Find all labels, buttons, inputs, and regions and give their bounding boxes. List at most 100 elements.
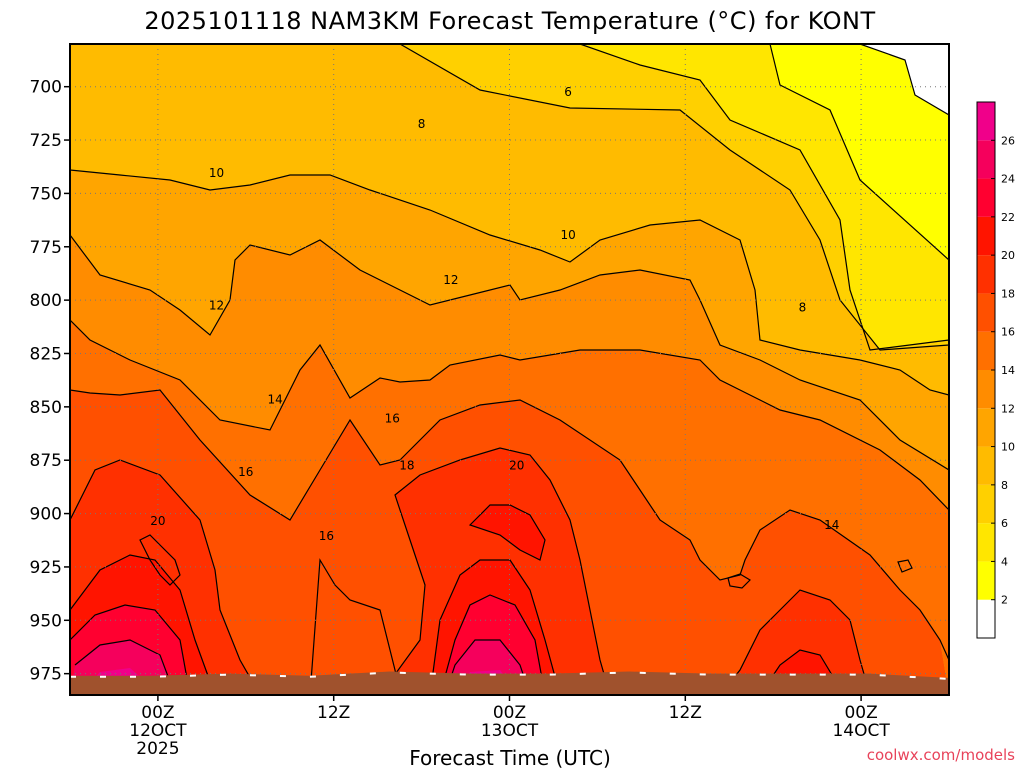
contour-14 [70,319,949,511]
contour-22-mid [439,594,546,695]
x-axis-label: Forecast Time (UTC) [409,746,611,768]
contour-lines [70,44,949,695]
colorbar-label: 16 [1001,326,1015,339]
y-axis: 700 725 750 775 800 825 850 875 900 925 950 975 [30,78,70,685]
contour-18-right [719,589,871,695]
colorbar-label: 8 [1001,479,1008,492]
contour-2 [859,44,949,116]
credit-link[interactable]: coolwx.com/models [867,746,1015,764]
colorbar-segment [977,523,995,562]
colorbar-segment [977,331,995,370]
contour-20-mid [429,559,561,695]
colorbar-segment [977,561,995,600]
contour-label: 6 [564,85,572,99]
colorbar-label: 14 [1001,364,1015,377]
x-tick-label: 14OCT [832,721,890,741]
contour-label: 8 [799,301,807,315]
y-tick-label: 975 [30,665,62,685]
contour-label: 20 [509,458,524,472]
terrain [70,671,949,695]
band-14-16 [70,320,949,695]
colorbar-segment [977,446,995,485]
chart-title: 2025101118 NAM3KM Forecast Temperature (… [144,7,875,35]
colorbar-segment [977,408,995,447]
contour-label: 12 [209,298,224,312]
colorbar-segment [977,370,995,409]
contour-8 [399,44,949,351]
colorbar-segment [977,178,995,217]
y-tick-label: 725 [30,131,62,151]
contour-small-ring-2 [897,559,913,573]
y-tick-label: 700 [30,78,62,98]
y-tick-label: 875 [30,451,62,471]
contour-6 [70,44,949,351]
colorbar-label: 10 [1001,441,1015,454]
colorbar-segment [977,599,995,638]
y-tick-label: 750 [30,184,62,204]
colorbar-segment [977,484,995,524]
colorbar-label: 2 [1001,594,1008,607]
y-tick-label: 925 [30,558,62,578]
contour-18-left [70,459,261,695]
contour-4 [769,44,949,261]
contour-label: 18 [399,458,414,472]
band-8-10 [70,44,949,695]
band-10-12 [70,170,949,695]
x-tick-label: 12Z [669,703,702,723]
contour-label: 10 [209,166,224,180]
y-tick-label: 900 [30,505,62,525]
contour-labels: 6 8 8 10 10 12 12 14 14 16 16 16 18 20 20 [150,85,839,543]
contour-label: 16 [238,465,253,479]
contour-label: 12 [443,273,458,287]
contour-label: 14 [824,518,839,532]
contour-18-mid [379,447,611,695]
contour-label: 20 [150,514,165,528]
x-tick-label: 2025 [136,739,179,759]
contour-16-pocket [309,558,401,695]
grid-lines [70,44,949,695]
colorbar-label: 26 [1001,134,1015,147]
colorbar-label: 4 [1001,555,1008,568]
contour-24-left [74,639,176,695]
contour-20-upper [468,504,546,561]
colorbar-label: 12 [1001,402,1015,415]
x-tick-label: 12OCT [129,721,187,741]
band-20-22 [70,505,840,695]
contour-label: 10 [560,228,575,242]
contour-label: 16 [385,412,400,426]
y-tick-label: 800 [30,291,62,311]
contour-label: 16 [319,529,334,543]
y-tick-label: 850 [30,398,62,418]
colorbar-segment [977,216,995,256]
colorbar-segment [977,102,995,141]
contour-22-left [70,604,191,695]
colorbar-segment [977,255,995,294]
y-tick-label: 825 [30,344,62,364]
contour-label: 8 [418,117,426,131]
contour-small-ring [727,573,751,589]
band-12-14 [70,235,949,695]
x-tick-label: 00Z [141,703,174,723]
x-tick-label: 00Z [493,703,526,723]
colorbar-label: 20 [1001,249,1015,262]
colorbar-label: 18 [1001,287,1015,300]
contour-20-left [70,554,216,695]
contour-24-mid [444,639,531,695]
colorbar-label: 22 [1001,211,1015,224]
contour-20-blob [139,534,181,586]
y-tick-label: 775 [30,238,62,258]
colorbar-segment [977,140,995,179]
colorbar-label: 24 [1001,173,1015,186]
x-tick-label: 00Z [844,703,877,723]
x-tick-label: 12Z [317,703,350,723]
plot-area [70,44,949,695]
x-tick-label: 13OCT [481,721,539,741]
colorbar-label: 6 [1001,517,1008,530]
colorbar-segment [977,293,995,332]
contour-16 [70,389,949,661]
contour-label: 14 [267,392,282,406]
y-tick-label: 950 [30,611,62,631]
